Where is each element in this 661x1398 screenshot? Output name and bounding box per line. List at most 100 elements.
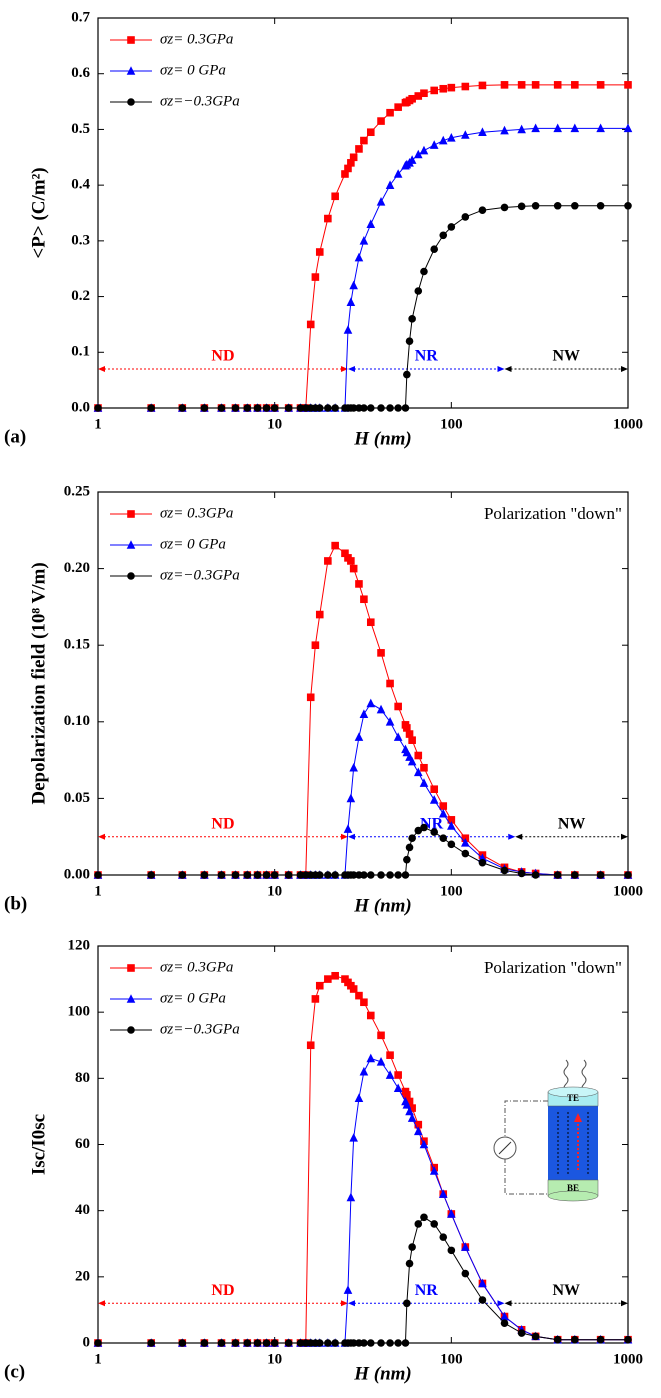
- data-point: [461, 213, 470, 221]
- data-point: [359, 236, 369, 245]
- data-point: [324, 1339, 332, 1347]
- data-point: [596, 123, 605, 133]
- data-point: [405, 843, 414, 852]
- data-point: [349, 564, 358, 573]
- data-point: [403, 855, 411, 864]
- data-point: [420, 267, 428, 276]
- data-point: [401, 871, 410, 879]
- data-point: [200, 404, 209, 412]
- y-tick-label: 20: [75, 1268, 90, 1284]
- data-point: [324, 975, 332, 983]
- data-point: [405, 337, 414, 345]
- panel-label: (b): [4, 893, 27, 914]
- data-point: [94, 1339, 102, 1347]
- data-point: [408, 94, 416, 103]
- data-point: [386, 1339, 394, 1347]
- data-point: [478, 81, 487, 90]
- legend-marker: [127, 36, 135, 44]
- data-point: [377, 1031, 385, 1040]
- data-point: [439, 84, 448, 93]
- data-point: [430, 245, 439, 254]
- data-point: [386, 404, 394, 412]
- data-point: [624, 871, 632, 879]
- data-point: [366, 618, 375, 627]
- data-point: [306, 320, 315, 329]
- data-point: [331, 192, 339, 201]
- data-point: [178, 871, 187, 879]
- data-point: [408, 1243, 416, 1251]
- y-tick-label: 0.2: [71, 288, 90, 304]
- data-point: [413, 1126, 423, 1136]
- data-point: [217, 1339, 226, 1347]
- data-point: [408, 834, 416, 843]
- data-point: [385, 717, 395, 726]
- data-point: [447, 1246, 456, 1255]
- data-point: [253, 1339, 262, 1347]
- data-point: [311, 273, 320, 281]
- data-point: [296, 871, 305, 879]
- data-point: [419, 778, 429, 787]
- data-point: [500, 866, 509, 875]
- data-point: [553, 201, 562, 210]
- data-point: [355, 991, 363, 1000]
- data-point: [217, 404, 226, 412]
- legend-marker: [127, 510, 135, 518]
- data-point: [447, 1209, 456, 1218]
- x-tick-label: 1: [94, 1351, 102, 1367]
- data-point: [346, 1192, 356, 1202]
- data-point: [414, 826, 423, 835]
- y-tick-label: 0.0: [71, 399, 90, 415]
- legend-marker: [127, 572, 135, 580]
- region-label: NR: [415, 348, 439, 365]
- data-point: [331, 404, 339, 412]
- arrowhead: [340, 833, 348, 840]
- x-tick-label: 10: [267, 883, 282, 899]
- y-tick-label: 0.1: [71, 344, 90, 360]
- x-tick-label: 100: [440, 416, 463, 432]
- data-point: [517, 1329, 526, 1337]
- data-point: [553, 871, 562, 879]
- data-point: [311, 995, 320, 1003]
- data-point: [360, 998, 368, 1007]
- data-point: [438, 808, 448, 818]
- data-point: [386, 108, 394, 117]
- series-line: [98, 84, 628, 409]
- data-point: [596, 81, 605, 89]
- y-tick-label: 0.4: [71, 177, 90, 193]
- legend-label: σz= 0.3GPa: [160, 505, 233, 521]
- arrowhead: [621, 833, 628, 840]
- data-point: [200, 1339, 209, 1347]
- data-point: [270, 404, 279, 412]
- data-point: [414, 1120, 423, 1129]
- series-line: [98, 826, 628, 876]
- data-point: [403, 1091, 411, 1099]
- data-point: [478, 127, 487, 137]
- data-point: [500, 1311, 509, 1321]
- series-line: [98, 702, 628, 876]
- data-point: [349, 1133, 358, 1142]
- x-tick-label: 1: [94, 416, 102, 432]
- data-point: [231, 871, 240, 879]
- arrowhead: [504, 366, 512, 372]
- x-tick-label: 100: [440, 883, 463, 899]
- legend-label: σz= 0 GPa: [160, 536, 226, 552]
- data-point: [354, 252, 364, 262]
- data-point: [478, 1296, 487, 1304]
- data-point: [500, 125, 509, 135]
- nanorod-body: [548, 1104, 598, 1182]
- data-point: [366, 1339, 375, 1347]
- data-point: [447, 821, 456, 830]
- data-point: [517, 869, 526, 878]
- data-point: [571, 871, 579, 879]
- data-point: [94, 871, 102, 879]
- data-point: [349, 985, 358, 993]
- data-point: [394, 871, 402, 879]
- data-point: [376, 704, 386, 714]
- legend-marker: [127, 1026, 135, 1034]
- data-point: [447, 132, 456, 142]
- arrowhead: [621, 366, 628, 372]
- data-point: [386, 1051, 394, 1059]
- data-point: [500, 203, 509, 212]
- data-point: [349, 280, 358, 290]
- data-point: [354, 732, 364, 741]
